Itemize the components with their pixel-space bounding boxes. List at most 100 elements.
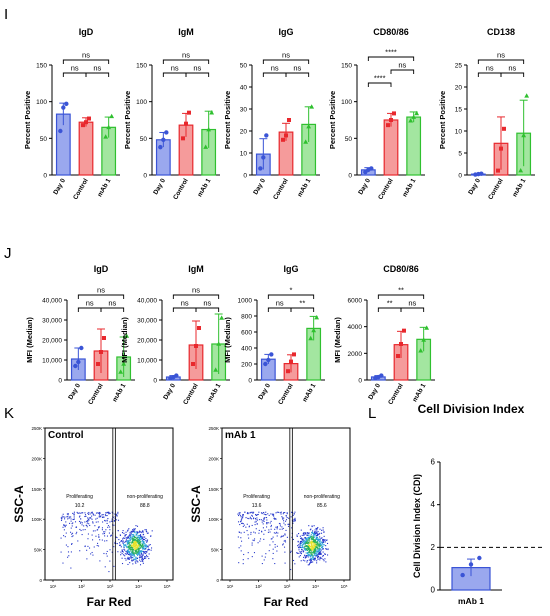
event-dot — [87, 519, 89, 522]
event-dot — [312, 541, 314, 543]
event-dot — [140, 550, 142, 552]
event-dot — [319, 546, 321, 548]
event-dot — [259, 519, 261, 521]
event-dot — [141, 556, 143, 558]
event-dot — [121, 550, 123, 552]
significance-label: ns — [192, 286, 200, 295]
event-dot — [261, 555, 263, 557]
event-dot — [274, 518, 276, 520]
event-dot — [70, 518, 72, 520]
event-dot — [268, 550, 270, 552]
event-dot — [260, 519, 262, 521]
event-dot — [325, 547, 327, 550]
y-tick-label: 50 — [40, 136, 48, 143]
event-dot — [252, 518, 254, 520]
event-dot — [131, 541, 134, 543]
event-dot — [141, 543, 143, 545]
event-dot — [322, 548, 324, 550]
event-dot — [132, 557, 134, 559]
event-dot — [257, 542, 259, 544]
event-dot — [94, 525, 96, 527]
event-dot — [137, 531, 139, 533]
event-dot — [124, 545, 126, 547]
event-dot — [137, 553, 140, 555]
event-dot — [101, 514, 103, 516]
event-dot — [138, 541, 140, 544]
data-point — [408, 118, 414, 123]
event-dot — [133, 555, 135, 557]
event-dot — [64, 526, 66, 528]
event-dot — [258, 532, 260, 534]
event-dot — [313, 549, 316, 551]
event-dot — [132, 539, 134, 542]
y-tick-label: 150 — [36, 63, 47, 70]
event-dot — [116, 515, 118, 517]
event-dot — [315, 531, 317, 533]
event-dot — [106, 555, 108, 557]
x-tick-label: mAb 1 — [206, 382, 222, 403]
event-dot — [142, 559, 144, 561]
event-dot — [284, 551, 286, 553]
event-dot — [145, 551, 147, 553]
event-dot — [261, 512, 263, 515]
event-dot — [301, 549, 303, 551]
event-dot — [304, 538, 307, 540]
event-dot — [123, 547, 125, 549]
event-dot — [148, 544, 150, 546]
data-point — [101, 336, 106, 340]
event-dot — [241, 540, 243, 542]
event-dot — [100, 515, 102, 517]
event-dot — [283, 546, 286, 548]
event-dot — [76, 511, 78, 513]
event-dot — [140, 538, 142, 540]
event-dot — [63, 529, 65, 531]
event-dot — [141, 530, 143, 533]
event-dot — [130, 536, 132, 538]
panel-letter-k: K — [4, 405, 14, 422]
y-tick-label: 2000 — [348, 351, 363, 358]
event-dot — [139, 543, 141, 546]
event-dot — [311, 549, 313, 551]
significance-label: ns — [181, 299, 189, 308]
event-dot — [112, 516, 114, 518]
data-point — [186, 110, 191, 115]
event-dot — [106, 550, 108, 553]
data-point — [86, 116, 91, 121]
event-dot — [278, 522, 280, 525]
event-dot — [239, 524, 241, 526]
event-dot — [251, 556, 253, 558]
event-dot — [134, 541, 136, 543]
data-point — [479, 171, 484, 176]
event-dot — [318, 533, 320, 535]
gate-value-proliferating: 10.2 — [75, 503, 85, 509]
y-tick-label: 5 — [458, 151, 462, 158]
event-dot — [321, 529, 323, 531]
significance-label: ns — [193, 64, 201, 73]
data-point — [286, 369, 291, 374]
event-dot — [136, 532, 138, 535]
x-tick-label: 10¹ — [227, 584, 234, 589]
event-dot — [293, 559, 295, 562]
event-dot — [126, 541, 128, 543]
data-point — [379, 373, 384, 378]
significance-label: ns — [282, 51, 290, 60]
event-dot — [125, 539, 127, 541]
event-dot — [107, 517, 109, 520]
event-dot — [312, 556, 314, 558]
y-tick-label: 4000 — [348, 324, 363, 331]
event-dot — [322, 555, 324, 557]
event-dot — [310, 533, 312, 535]
event-dot — [240, 520, 242, 523]
event-dot — [103, 552, 105, 555]
event-dot — [310, 561, 312, 563]
event-dot — [315, 548, 317, 551]
event-dot — [320, 544, 322, 546]
event-dot — [141, 544, 144, 546]
event-dot — [124, 534, 126, 536]
event-dot — [302, 550, 304, 552]
event-dot — [133, 530, 135, 532]
event-dot — [267, 513, 269, 515]
event-dot — [125, 531, 127, 533]
event-dot — [271, 538, 273, 540]
